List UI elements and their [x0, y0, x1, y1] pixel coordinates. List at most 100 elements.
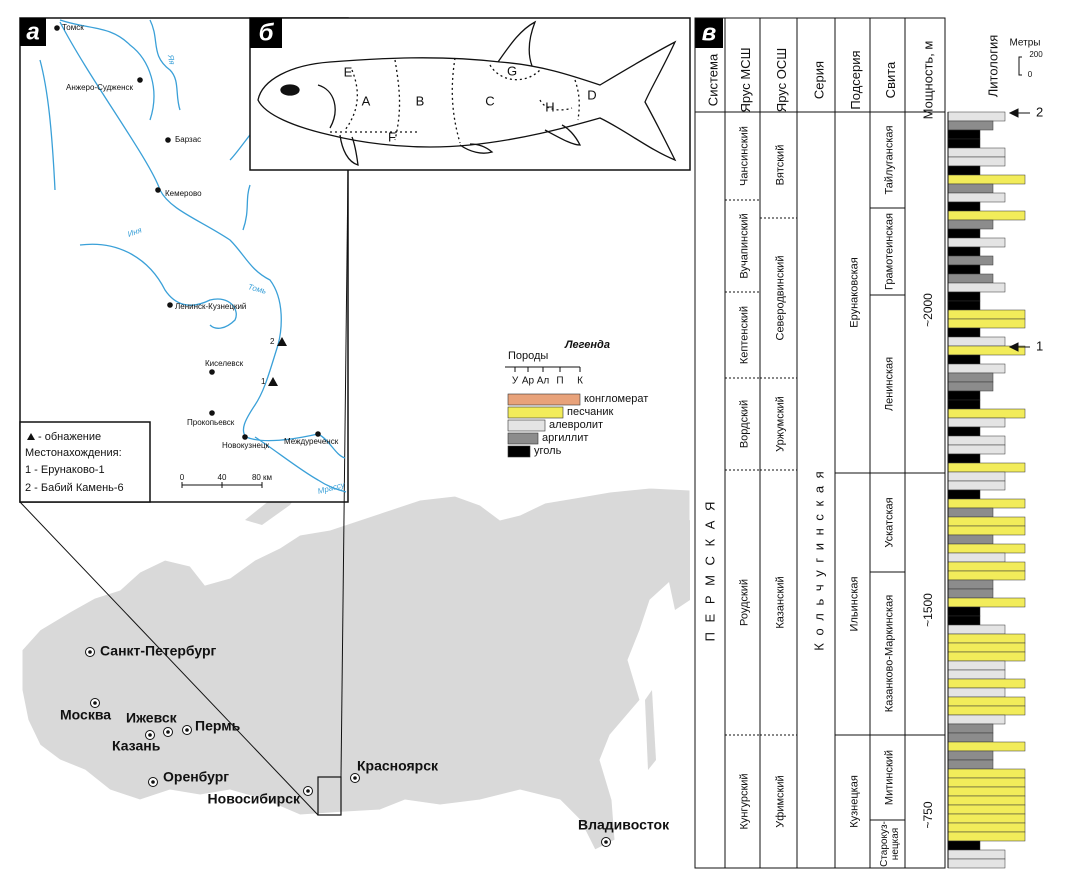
city-label: Ижевск: [126, 710, 178, 726]
lithology-layer: [947, 192, 1006, 203]
lithology-layer: [947, 615, 981, 626]
lithology-layer: [947, 129, 981, 140]
fish-dorsal-fin: [497, 20, 537, 67]
fish-region-label: E: [344, 64, 353, 79]
city-dot: [151, 780, 155, 784]
lithology-layer: [947, 273, 994, 284]
lithology-layer: [947, 768, 1026, 779]
fish-pectoral-fin: [339, 134, 359, 166]
lithology-layer: [947, 660, 1006, 671]
column-header: Ярус ОСШ: [774, 48, 789, 112]
legend-swatch: [507, 445, 531, 458]
city-label: Владивосток: [578, 817, 670, 833]
grain-label: Ал: [537, 376, 550, 387]
legend-text: 1 - Ерунаково-1: [25, 464, 105, 476]
thickness-label: ~750: [921, 801, 935, 828]
lithology-layer: [947, 849, 1006, 860]
lithology-layer: [947, 183, 994, 194]
lithology-layer: [947, 291, 981, 302]
stages_osh-label: Северодвинский: [774, 256, 786, 341]
lithology-layer: [947, 669, 1006, 680]
legend-text: - обнажение: [38, 431, 101, 443]
legend-swatch: [507, 419, 546, 432]
lithology-layer: [947, 480, 1006, 491]
river-label: Яя: [166, 53, 177, 66]
system-label: П Е Р М С К А Я: [702, 499, 717, 642]
city-label: Междуреченск: [284, 437, 339, 446]
outcrop-marker: [268, 377, 278, 386]
panel-label-box: [695, 18, 723, 48]
lithology-layer: [947, 228, 981, 239]
city-dot: [185, 728, 189, 732]
river: [79, 243, 237, 329]
column-header: Подсерия: [848, 50, 863, 109]
city-label: Красноярск: [357, 758, 439, 774]
lithology-layer: [947, 498, 1026, 509]
scale-label: 200: [1029, 50, 1043, 59]
river: [149, 19, 181, 111]
legend-text: аргиллит: [542, 432, 588, 444]
legend-text: конгломерат: [584, 393, 648, 405]
river: [59, 19, 155, 121]
column-header: Ярус МСШ: [738, 47, 753, 112]
formations-label: Тайлуганская: [883, 125, 895, 194]
lithology-layer: [947, 399, 981, 410]
legend-text: Породы: [508, 350, 548, 362]
lithology-layer: [947, 714, 1006, 725]
lithology-layer: [947, 507, 994, 518]
legend-title: Местонахождения:: [25, 447, 122, 459]
panel-label: а: [26, 18, 39, 45]
fish-region-label: G: [507, 63, 517, 78]
grain-label: П: [556, 376, 563, 387]
series-label: К о л ь ч у г и н с к а я: [811, 469, 826, 650]
fish-pelvic-fin: [459, 143, 494, 154]
legend-text: песчаник: [567, 406, 614, 418]
stages_msh-label: Вучапинский: [738, 213, 750, 278]
formations-label: Ускатская: [883, 497, 895, 547]
city-dot: [137, 77, 143, 83]
lithology-layer: [947, 165, 981, 176]
formations-label: Старокуз-: [879, 821, 890, 867]
lithology-layer: [947, 633, 1026, 644]
city-label: Киселевск: [205, 359, 244, 368]
lithology-layer: [947, 111, 1006, 122]
lithology-layer: [947, 210, 1026, 221]
city-dot: [209, 369, 215, 375]
legend-text: уголь: [534, 445, 562, 457]
fish-region-label: B: [416, 93, 425, 108]
legend-text: 2 - Бабий Камень-6: [25, 482, 124, 494]
city-dot: [165, 137, 171, 143]
city-dot: [166, 730, 170, 734]
scale-label: 80 км: [252, 473, 272, 482]
stages_msh-label: Кунгурский: [738, 773, 750, 829]
outcrop-symbol: [27, 433, 35, 440]
connector-line: [19, 501, 319, 816]
lithology-layer: [947, 219, 994, 230]
lithology-layer: [947, 723, 994, 734]
panel-label: б: [259, 19, 275, 46]
level-marker: 2: [1036, 104, 1043, 119]
lithology-layer: [947, 858, 1006, 869]
lithology-layer: [947, 390, 981, 401]
lithology-layer: [947, 705, 1026, 716]
lithology-layer: [947, 534, 994, 545]
city-label: Новокузнецк: [222, 441, 270, 450]
lithology-layer: [947, 588, 994, 599]
site-number: 2: [270, 337, 275, 346]
city-dot: [88, 650, 92, 654]
lithology-layer: [947, 174, 1026, 185]
scale-label: 0: [1028, 70, 1033, 79]
fish-panel-frame: [249, 17, 691, 171]
fish-gill: [317, 84, 336, 129]
city-label: Новосибирск: [208, 791, 301, 807]
fish-anal-fin: [544, 124, 582, 146]
subseries-label: Ерунаковская: [848, 257, 860, 327]
river: [39, 59, 56, 191]
kamchatka: [660, 520, 690, 610]
lithology-layer: [947, 516, 1026, 527]
lithology-layer: [947, 453, 981, 464]
fish-outline: [257, 40, 677, 162]
lithology-layer: [947, 678, 1026, 689]
thickness-label: ~2000: [921, 293, 935, 327]
